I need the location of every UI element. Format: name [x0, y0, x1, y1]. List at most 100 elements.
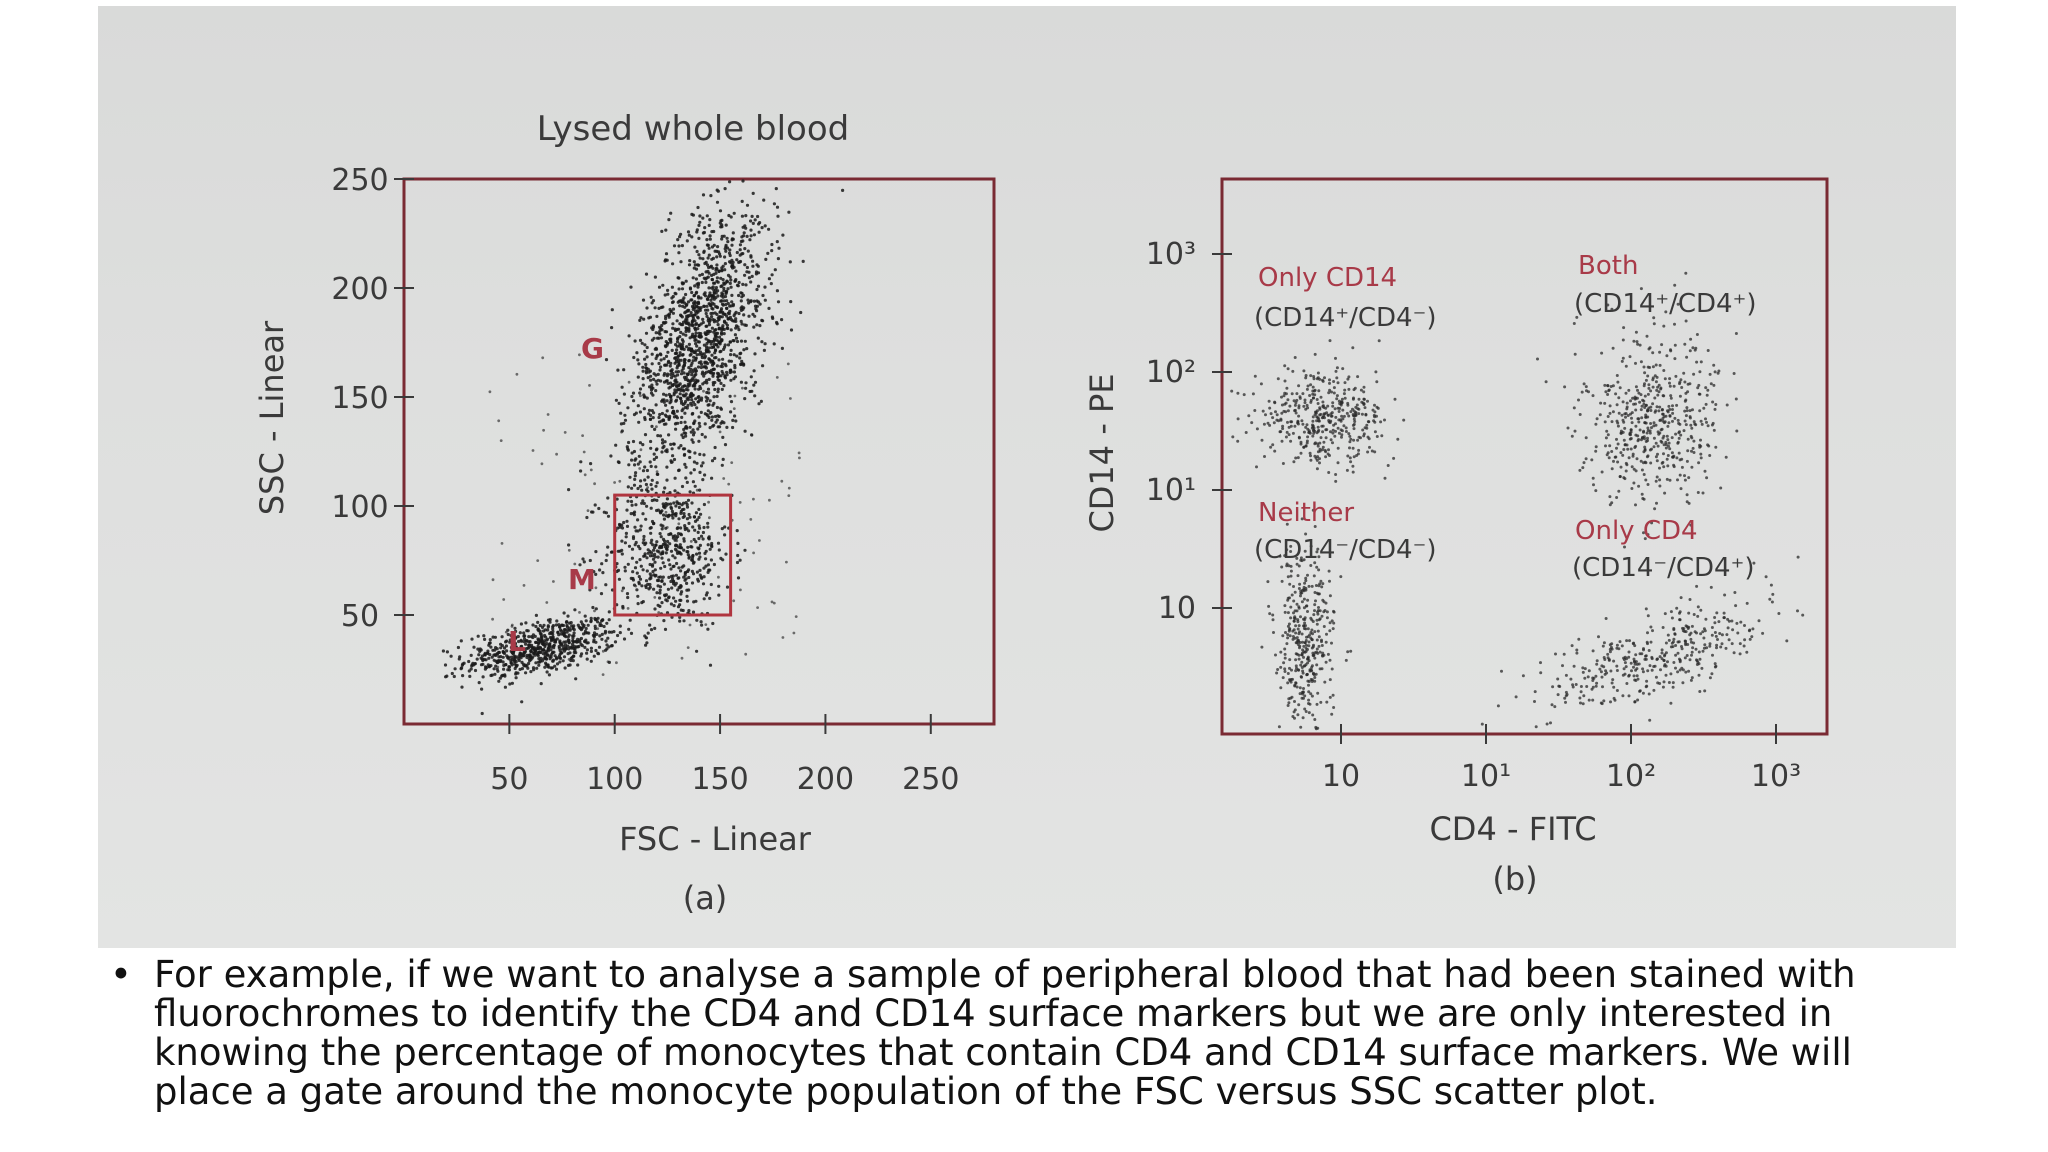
chart-b-point — [1263, 455, 1266, 458]
chart-a-point — [678, 543, 682, 547]
chart-a-point — [741, 179, 745, 183]
chart-b-point — [1595, 417, 1599, 421]
chart-a-point — [667, 218, 671, 222]
chart-b-point — [1297, 606, 1301, 610]
chart-b-point — [1705, 476, 1709, 480]
chart-b-point — [1533, 690, 1537, 694]
chart-b-point — [1615, 643, 1619, 647]
chart-a-point — [494, 646, 498, 650]
chart-a-point — [739, 319, 743, 323]
chart-a-point — [635, 560, 639, 564]
chart-a-point — [767, 227, 771, 231]
chart-a-point — [684, 279, 688, 283]
chart-b-point — [1321, 378, 1324, 382]
chart-a-point — [698, 214, 702, 218]
chart-a-point — [651, 569, 655, 574]
chart-a-point — [707, 329, 711, 333]
chart-b-point — [1738, 642, 1742, 646]
chart-a-point — [665, 450, 669, 454]
chart-a-point — [566, 614, 570, 618]
chart-a-point — [558, 639, 562, 643]
chart-a-point — [690, 501, 694, 505]
chart-b-point — [1701, 630, 1705, 634]
chart-b-point — [1293, 408, 1297, 412]
chart-b-point — [1642, 430, 1645, 434]
chart-a-label-m: M — [568, 563, 596, 596]
chart-a-point — [751, 264, 755, 268]
chart-b-point — [1332, 380, 1336, 383]
chart-a-point — [736, 541, 740, 546]
chart-a-point — [680, 353, 685, 357]
chart-b-point — [1536, 357, 1539, 361]
chart-b-point — [1635, 396, 1639, 400]
chart-b-point — [1319, 700, 1323, 704]
chart-a-point — [682, 575, 686, 579]
chart-a-point — [540, 641, 544, 646]
chart-a-point — [787, 494, 791, 497]
chart-b-point — [1683, 380, 1687, 384]
chart-a-point — [714, 271, 718, 275]
chart-a-point — [594, 648, 598, 653]
chart-a-point — [636, 462, 640, 466]
chart-a-point — [710, 273, 714, 277]
chart-a-point — [710, 306, 714, 310]
chart-b-point — [1297, 406, 1301, 410]
chart-b-point — [1618, 640, 1622, 644]
chart-b-point — [1341, 408, 1345, 412]
chart-a-point — [693, 284, 697, 288]
chart-b-point — [1356, 438, 1360, 442]
chart-a-point — [678, 351, 682, 355]
chart-a-point — [660, 601, 664, 605]
chart-b-point — [1312, 574, 1316, 578]
chart-a-panel-label: (a) — [683, 879, 728, 917]
chart-b-point — [1672, 637, 1676, 641]
chart-b-point — [1337, 418, 1341, 422]
chart-a-point — [651, 299, 656, 303]
chart-b-point — [1610, 307, 1614, 311]
chart-a-point — [700, 355, 704, 360]
chart-a-point — [668, 491, 672, 495]
chart-a-point — [638, 410, 643, 414]
chart-a-point — [633, 566, 638, 570]
chart-a-point — [705, 324, 709, 328]
chart-b-point — [1373, 430, 1377, 434]
chart-a-point — [691, 349, 695, 353]
chart-b-point — [1347, 414, 1351, 418]
chart-a-point — [721, 278, 725, 282]
chart-b-point — [1345, 411, 1349, 415]
chart-b-point — [1602, 656, 1606, 659]
chart-b-point — [1324, 455, 1328, 459]
chart-a-point — [614, 443, 618, 447]
chart-a-point — [704, 370, 709, 374]
chart-b-point — [1633, 660, 1637, 664]
chart-b-point — [1312, 643, 1315, 647]
chart-a-point — [721, 457, 725, 461]
chart-b-point — [1607, 658, 1611, 662]
chart-a-point — [582, 560, 586, 564]
chart-a-point — [753, 314, 757, 318]
chart-a-point — [641, 469, 646, 473]
chart-a-point — [725, 370, 729, 374]
chart-a-point — [729, 328, 733, 332]
chart-b-point — [1570, 644, 1574, 648]
chart-a-point — [705, 304, 709, 308]
chart-b-point — [1646, 374, 1650, 378]
chart-a-point — [497, 679, 501, 683]
chart-b-point — [1678, 611, 1681, 615]
chart-b-point — [1630, 487, 1634, 490]
chart-a-point — [594, 640, 598, 644]
chart-a-point — [719, 276, 723, 280]
chart-a-point — [653, 427, 657, 431]
chart-a-point — [636, 529, 640, 533]
chart-b-point — [1627, 655, 1631, 659]
chart-a-point — [709, 342, 713, 346]
chart-a-point — [734, 269, 738, 273]
chart-a-point — [679, 526, 683, 530]
chart-b-point — [1667, 444, 1670, 448]
chart-a-point — [627, 334, 631, 338]
chart-b-point — [1682, 429, 1686, 433]
chart-b-point — [1610, 467, 1614, 471]
chart-a-point — [725, 236, 729, 240]
chart-b-point — [1595, 681, 1599, 685]
chart-a-point — [584, 619, 588, 623]
